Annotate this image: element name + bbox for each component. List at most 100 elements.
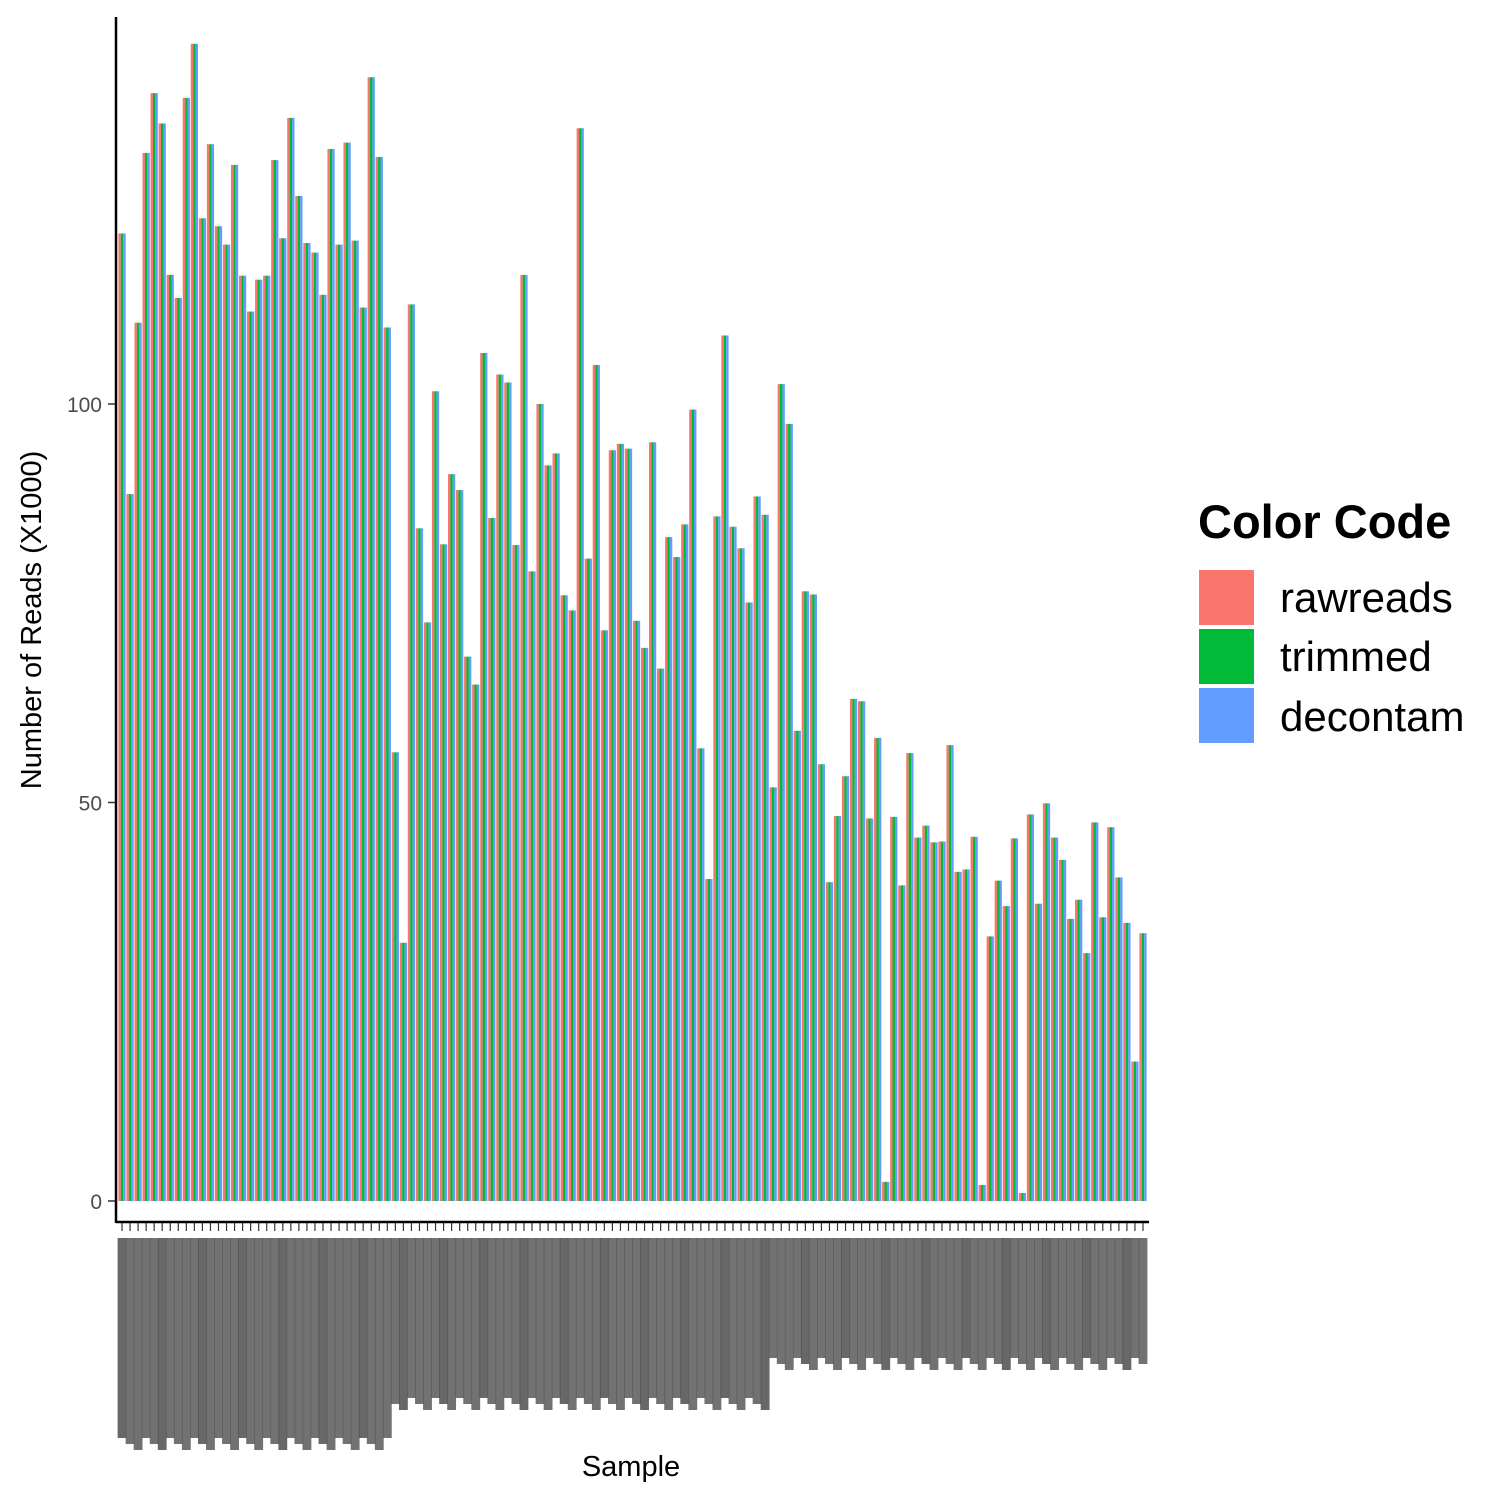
bar-rawreads — [118, 233, 121, 1201]
bar-decontam — [894, 816, 898, 1201]
bar-rawreads — [1034, 903, 1038, 1201]
x-tick-label-mark — [117, 1238, 127, 1438]
y-axis: 0 50 100 — [67, 394, 116, 1214]
bar-trimmed — [1045, 803, 1048, 1201]
x-tick-label-mark — [366, 1238, 376, 1444]
bar-rawreads — [1083, 953, 1086, 1201]
x-axis-ticks — [121, 1223, 1144, 1231]
bar-trimmed — [780, 384, 783, 1202]
bar-rawreads — [343, 142, 346, 1202]
x-tick-label-mark — [238, 1238, 248, 1438]
x-tick-label-mark — [833, 1238, 842, 1370]
bar-decontam — [163, 123, 166, 1202]
bar-decontam — [131, 494, 134, 1201]
x-tick-label-mark — [334, 1238, 344, 1438]
bar-rawreads — [456, 490, 459, 1202]
x-tick-label-mark — [736, 1238, 746, 1410]
x-tick-label-mark — [294, 1238, 304, 1444]
bar-trimmed — [707, 879, 711, 1201]
bar-decontam — [1039, 903, 1043, 1201]
x-tick-label-mark — [624, 1238, 633, 1398]
bar-rawreads — [287, 117, 290, 1201]
x-tick-label-mark — [1001, 1238, 1011, 1370]
bar-decontam — [685, 524, 689, 1201]
bar-rawreads — [230, 164, 234, 1201]
x-tick-label-mark — [792, 1238, 802, 1358]
bar-trimmed — [715, 516, 719, 1201]
bar-trimmed — [305, 243, 309, 1201]
bar-trimmed — [233, 164, 236, 1201]
x-axis-title: Sample — [582, 1451, 680, 1483]
x-tick-label-mark — [664, 1238, 674, 1410]
x-tick-label-mark — [1098, 1238, 1108, 1370]
bar-trimmed — [804, 591, 807, 1201]
bar-rawreads — [383, 327, 387, 1201]
bar-trimmed — [418, 528, 421, 1201]
bar-trimmed — [434, 391, 437, 1201]
bar-rawreads — [295, 195, 298, 1202]
x-tick-label-mark — [817, 1238, 826, 1358]
bar-rawreads — [753, 496, 756, 1201]
bar-decontam — [179, 298, 182, 1201]
x-tick-label-mark — [825, 1238, 834, 1364]
bar-decontam — [702, 748, 705, 1201]
bar-trimmed — [554, 453, 558, 1201]
x-tick-label-mark — [583, 1238, 593, 1404]
bars-group — [118, 43, 1147, 1202]
bar-decontam — [509, 382, 512, 1202]
bar-trimmed — [892, 816, 895, 1201]
x-tick-label-mark — [479, 1238, 489, 1398]
x-tick-label-mark — [993, 1238, 1003, 1364]
bar-rawreads — [303, 243, 306, 1201]
bar-trimmed — [940, 841, 944, 1201]
x-tick-label-mark — [752, 1238, 762, 1404]
bar-decontam — [292, 117, 295, 1201]
bar-decontam — [436, 391, 440, 1201]
bar-decontam — [653, 442, 657, 1201]
bar-decontam — [621, 443, 625, 1202]
bar-decontam — [203, 218, 207, 1202]
bar-rawreads — [496, 374, 499, 1201]
bar-decontam — [959, 871, 962, 1201]
x-tick-label-mark — [1090, 1238, 1100, 1364]
bar-decontam — [460, 490, 464, 1202]
bar-rawreads — [1075, 899, 1078, 1201]
x-tick-label-mark — [1106, 1238, 1116, 1358]
bar-decontam — [846, 776, 850, 1201]
x-tick-label-mark — [921, 1238, 931, 1364]
bar-rawreads — [825, 882, 829, 1201]
legend-label-rawreads: rawreads — [1280, 574, 1453, 621]
x-tick-label-mark — [254, 1238, 264, 1450]
bar-trimmed — [788, 423, 791, 1201]
x-tick-label-mark — [463, 1238, 473, 1404]
bar-trimmed — [225, 244, 228, 1202]
bar-decontam — [372, 77, 375, 1202]
bar-decontam — [1023, 1193, 1027, 1201]
bar-decontam — [1079, 899, 1083, 1201]
bar-rawreads — [946, 745, 949, 1201]
bar-rawreads — [761, 514, 764, 1201]
x-tick-label-mark — [591, 1238, 601, 1410]
bar-decontam — [677, 557, 681, 1201]
bar-decontam — [1103, 917, 1107, 1201]
bar-trimmed — [924, 825, 928, 1201]
bar-rawreads — [898, 885, 901, 1201]
bar-decontam — [710, 879, 713, 1201]
bar-decontam — [484, 352, 488, 1201]
x-tick-label-mark — [1026, 1238, 1035, 1370]
y-axis-title: Number of Reads (X1000) — [16, 451, 48, 790]
bar-rawreads — [1018, 1193, 1022, 1201]
bar-trimmed — [361, 307, 365, 1201]
bar-rawreads — [954, 871, 957, 1201]
bar-decontam — [493, 517, 496, 1201]
bar-trimmed — [442, 544, 445, 1201]
bar-rawreads — [464, 656, 467, 1201]
bar-decontam — [766, 514, 769, 1201]
bar-trimmed — [667, 537, 670, 1201]
bar-rawreads — [681, 524, 684, 1201]
bar-rawreads — [263, 275, 266, 1201]
x-tick-label-mark — [157, 1238, 167, 1450]
bar-trimmed — [201, 218, 204, 1202]
bar-rawreads — [407, 304, 411, 1202]
x-tick-label-mark — [1074, 1238, 1084, 1370]
